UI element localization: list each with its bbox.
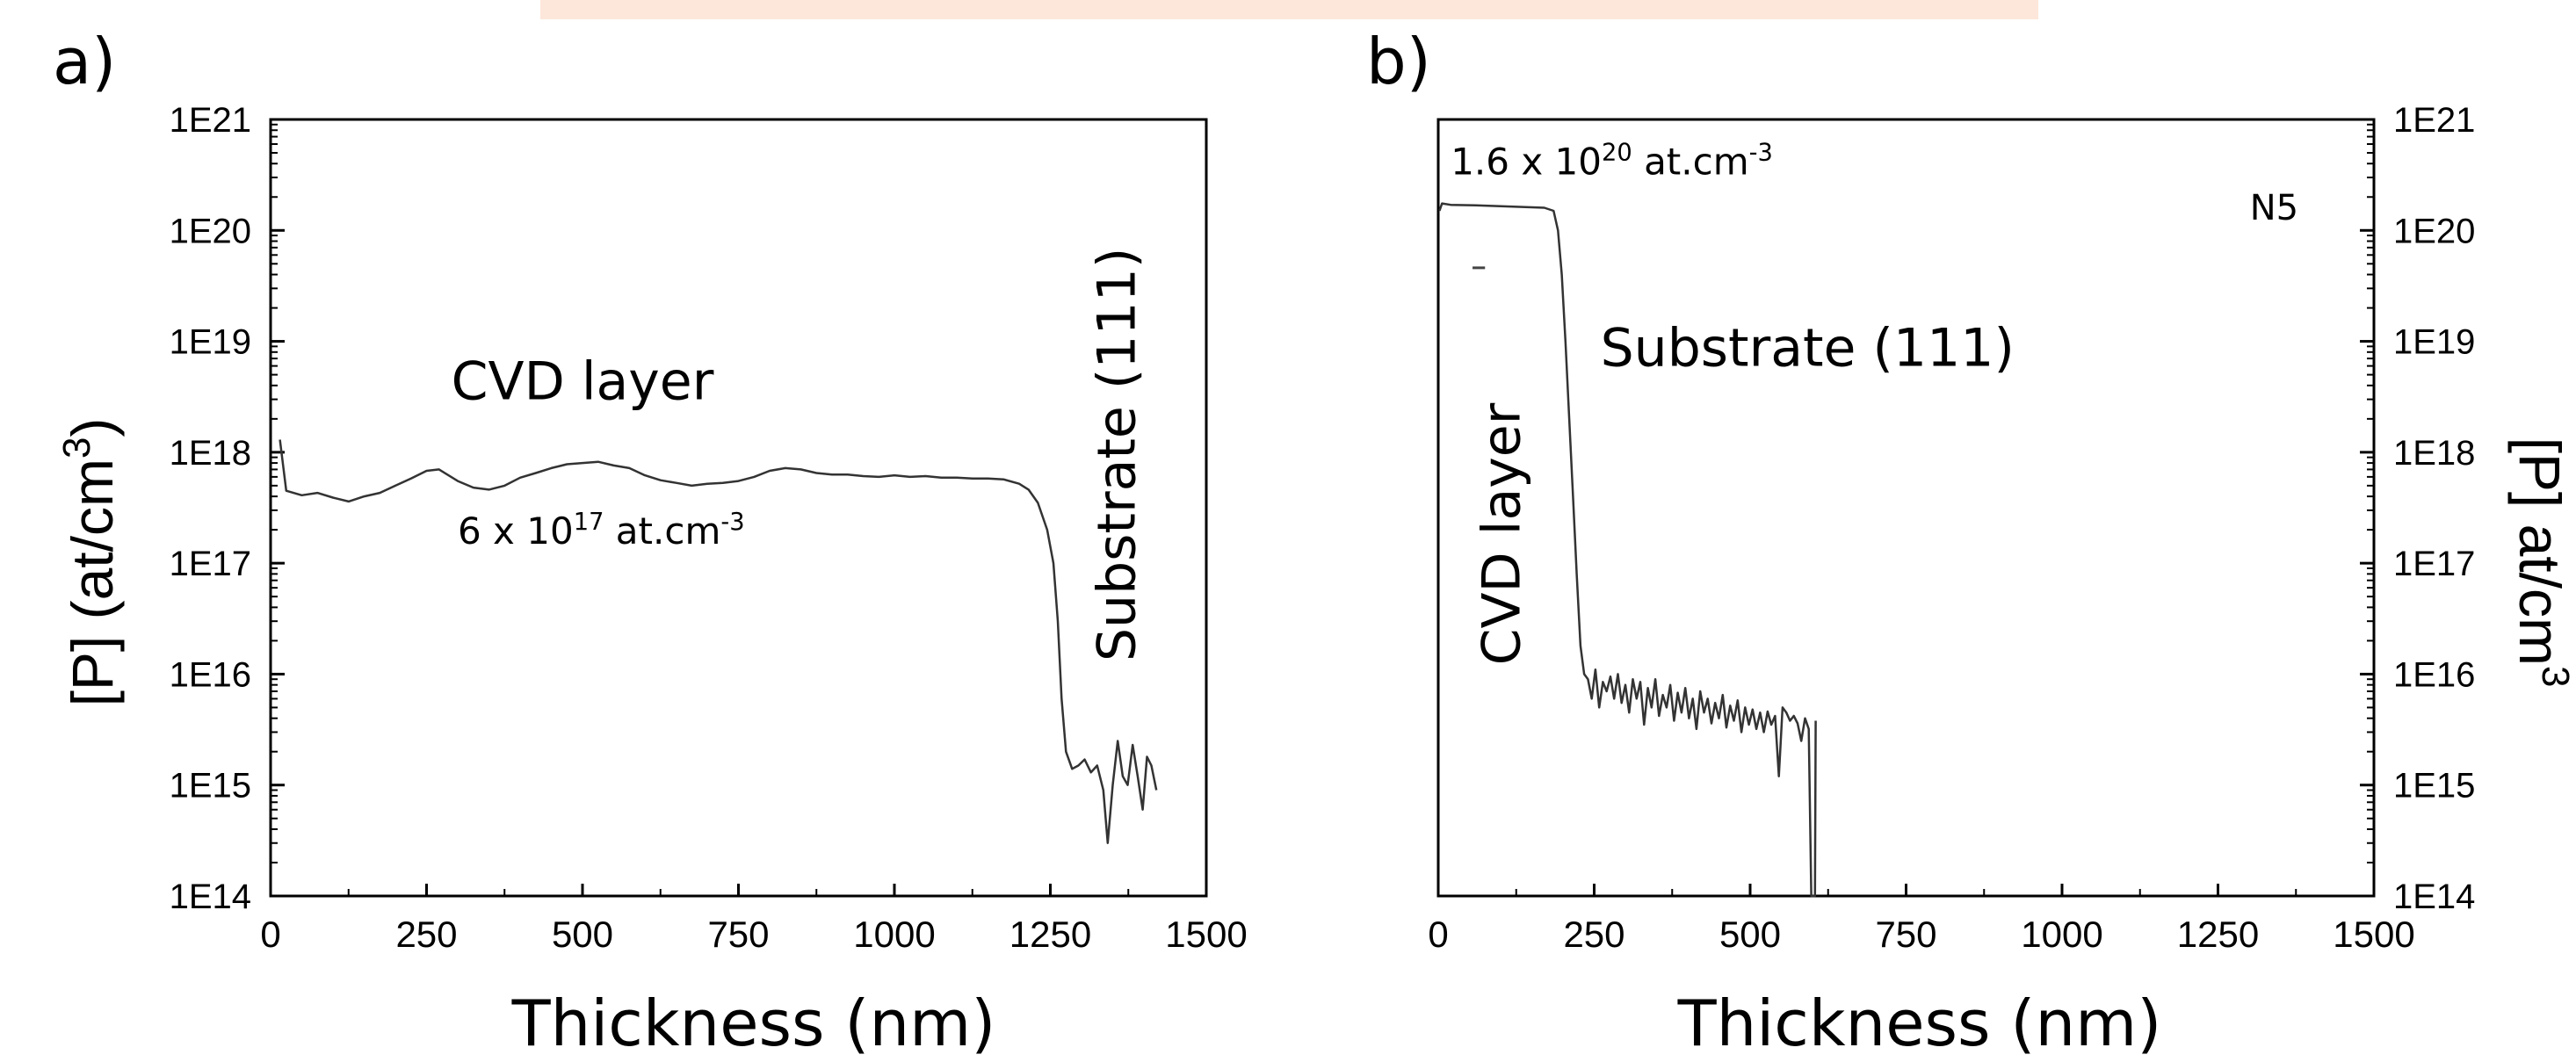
annotation-b: Substrate (111) [1601,318,2015,379]
y-axis-label-b: [P] at/cm3 [2507,437,2576,688]
annotation-a: Substrate (111) [1086,248,1147,661]
annotation-text: Substrate (111) [1601,318,2015,379]
y-axis-label-a: [P] (at/cm3) [55,418,125,707]
x-tick-label: 0 [1428,914,1448,955]
y-tick-label: 1E14 [170,878,251,916]
x-tick-label: 1500 [1165,914,1247,955]
annotation-sup: 20 [1602,140,1632,167]
annotation-b: CVD layer [1471,402,1532,665]
annotation-text: 6 x 10 [458,509,574,553]
annotation-text: N5 [2250,188,2298,228]
x-tick-label: 500 [552,914,613,955]
y-axis-label-b-sup: 3 [2534,666,2576,687]
plot-frame-b [1436,118,2376,898]
annotation-sup: 17 [574,509,604,536]
annotation-a: CVD layer [452,351,714,413]
x-axis-label-b: Thickness (nm) [1677,986,2162,1060]
plot-area-a: 0 250 500 750 1000 1250 1500 1E14 1E15 1E16 1E17 1E… [170,101,1248,955]
x-tick-label: 750 [707,914,769,955]
y-tick-label: 1E15 [170,767,251,806]
y-tick-label: 1E20 [170,212,251,250]
annotation-a: 6 x 1017 at.cm-3 [458,509,745,553]
x-tick-label: 1000 [2021,914,2102,955]
x-tick-label: 500 [1719,914,1781,955]
y-tick-label: 1E14 [2393,878,2475,916]
panel-label-b: b) [1366,25,1431,98]
y-tick-label: 1E17 [170,545,251,583]
y-tick-label: 1E16 [2393,655,2475,694]
annotation-tail: at.cm [604,509,720,553]
series-line-a [279,439,1158,844]
annotation-text: CVD layer [452,351,714,413]
series-line-b [1438,202,1817,898]
y-tick-label: 1E21 [170,101,251,140]
annotation-b: 1.6 x 1020 at.cm-3 [1451,140,1773,184]
x-tick-label: 750 [1875,914,1936,955]
y-tick-label: 1E17 [2393,545,2475,583]
y-tick-label: 1E19 [2393,323,2475,362]
y-tick-label: 1E20 [2393,212,2475,250]
y-axis-label-a-sup: 3 [55,437,98,459]
y-tick-label: 1E18 [170,434,251,473]
x-tick-label: 250 [395,914,457,955]
annotation-sup2: -3 [1749,140,1773,167]
y-tick-label: 1E21 [2393,101,2475,140]
panel-label-a: a) [53,25,116,98]
annotation-text: Substrate (111) [1086,248,1147,661]
x-tick-label: 1250 [2177,914,2259,955]
y-tick-label: 1E18 [2393,434,2475,473]
x-axis-label-a: Thickness (nm) [511,986,996,1060]
annotation-sup2: -3 [720,509,744,536]
y-tick-label: 1E15 [2393,767,2475,806]
x-tick-label: 0 [260,914,280,955]
x-tick-label: 1000 [853,914,935,955]
x-tick-label: 250 [1563,914,1624,955]
y-tick-label: 1E19 [170,323,251,362]
annotation-b: N5 [2250,188,2298,228]
annotation-tail: at.cm [1632,140,1749,183]
x-tick-label: 1500 [2333,914,2414,955]
annotation-text: 1.6 x 10 [1451,140,1602,183]
annotation-text: CVD layer [1471,402,1532,665]
y-axis-label-a-tail: ) [60,418,125,437]
y-tick-label: 1E16 [170,655,251,694]
y-axis-label-b-main: [P] at/cm [2507,437,2572,666]
top-band [540,0,2038,19]
y-axis-label-a-main: [P] (at/cm [60,459,125,706]
panel-a: a) 0 250 500 750 1000 1250 1500 1E14 1E15 1E16 1E1… [53,25,1248,1060]
x-tick-label: 1250 [1009,914,1091,955]
